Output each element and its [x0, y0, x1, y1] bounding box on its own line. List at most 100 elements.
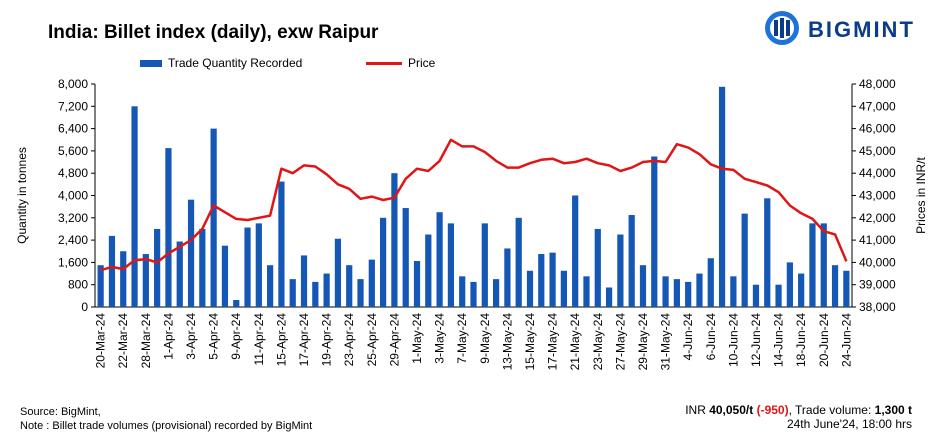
x-tick-label: 13-May-24	[500, 313, 514, 371]
x-tick-label: 20-Mar-24	[94, 313, 108, 369]
bar-quantity	[572, 195, 579, 307]
legend-swatch-line	[366, 61, 402, 65]
y-right-tick-label: 45,000	[859, 144, 896, 158]
bar-quantity	[470, 281, 477, 307]
bar-quantity	[368, 259, 375, 307]
bar-quantity	[154, 228, 161, 307]
x-tick-label: 5-Apr-24	[207, 313, 221, 360]
x-tick-label: 20-Jun-24	[817, 313, 831, 367]
bar-quantity	[504, 248, 511, 307]
bar-quantity	[142, 254, 149, 307]
x-tick-label: 11-Apr-24	[252, 313, 266, 366]
bar-quantity	[831, 265, 839, 307]
bar-quantity	[651, 156, 658, 307]
note-text: Note : Billet trade volumes (provisional…	[20, 420, 313, 432]
x-tick-label: 17-May-24	[546, 313, 560, 371]
legend-swatch-bar	[140, 59, 162, 67]
bar-quantity	[515, 217, 522, 307]
bar-quantity	[402, 208, 409, 307]
bar-quantity	[210, 128, 217, 307]
bar-quantity	[809, 223, 816, 307]
x-tick-label: 29-May-24	[636, 313, 650, 371]
bar-quantity	[481, 223, 488, 307]
x-tick-label: 18-Jun-24	[794, 313, 808, 367]
x-tick-label: 31-May-24	[659, 313, 673, 371]
bar-quantity	[199, 228, 206, 307]
x-tick-label: 14-Jun-24	[772, 313, 786, 367]
bar-quantity	[673, 279, 680, 307]
y-left-axis-title: Quantity in tonnes	[15, 147, 29, 244]
bigmint-logo: BIGMINT	[762, 8, 932, 48]
x-tick-label: 10-Jun-24	[726, 313, 740, 367]
bar-quantity	[380, 217, 387, 307]
bar-quantity	[730, 276, 737, 307]
bar-quantity	[628, 215, 635, 307]
bar-quantity	[605, 287, 613, 307]
y-left-tick-label: 5,600	[58, 144, 88, 158]
bar-quantity	[718, 86, 726, 307]
bar-quantity	[413, 261, 421, 307]
y-left-tick-label: 7,200	[58, 99, 88, 113]
x-tick-label: 15-May-24	[523, 313, 537, 371]
x-tick-label: 7-May-24	[455, 313, 469, 364]
bar-quantity	[741, 213, 748, 307]
y-right-tick-label: 39,000	[859, 278, 896, 292]
y-right-tick-label: 42,000	[859, 211, 896, 225]
bar-quantity	[312, 281, 319, 307]
timestamp: 24th June'24, 18:00 hrs	[786, 417, 912, 431]
bar-quantity	[233, 300, 240, 307]
x-tick-label: 29-Apr-24	[387, 313, 401, 367]
bar-quantity	[131, 106, 138, 307]
x-tick-label: 27-May-24	[613, 313, 627, 371]
y-left-tick-label: 4,000	[58, 189, 88, 203]
bar-quantity	[617, 234, 624, 307]
bigmint-logo-icon	[765, 11, 799, 45]
bar-quantity	[278, 181, 285, 307]
bar-quantity	[300, 255, 308, 307]
bar-quantity	[357, 279, 364, 307]
bar-quantity	[447, 223, 455, 307]
bar-quantity	[187, 199, 195, 307]
x-tick-label: 9-Apr-24	[229, 313, 243, 360]
x-tick-label: 12-Jun-24	[749, 313, 763, 367]
legend-label-price: Price	[408, 56, 436, 70]
y-right-tick-label: 38,000	[859, 300, 896, 314]
billet-chart: 0 800 1,600 2,400 3,200 4,000 4,800 5,600 6,400 7…	[15, 77, 928, 371]
bar-quantity	[549, 252, 556, 307]
legend-label-quantity: Trade Quantity Recorded	[168, 56, 303, 70]
bar-quantity	[492, 279, 500, 307]
bar-quantity	[176, 241, 183, 307]
bar-quantity	[97, 265, 104, 307]
y-right-axis-title: Prices in INR/t	[914, 156, 928, 233]
y-right-tick-label: 40,000	[859, 255, 896, 269]
source-text: Source: BigMint,	[20, 406, 101, 418]
y-right-tick-label: 44,000	[859, 166, 896, 180]
bar-quantity	[221, 245, 229, 307]
x-tick-label: 23-Apr-24	[342, 313, 356, 367]
logo-text: BIGMINT	[808, 17, 915, 42]
bar-quantity	[391, 173, 398, 307]
volume-prefix: , Trade volume:	[788, 403, 875, 417]
y-left-tick-label: 1,600	[58, 255, 88, 269]
x-tick-label: 28-Mar-24	[139, 313, 153, 369]
price-line	[100, 138, 848, 272]
bar-quantity	[843, 270, 850, 307]
bar-quantity	[685, 281, 692, 307]
x-tick-label: 9-May-24	[478, 313, 492, 364]
y-right-tick-label: 48,000	[859, 77, 896, 91]
legend-item-price: Price	[366, 56, 435, 70]
bar-quantity	[594, 228, 601, 307]
bar-quantity	[752, 284, 760, 307]
bar-quantity	[425, 234, 432, 307]
bar-quantity	[786, 262, 793, 307]
x-tick-label: 19-Apr-24	[320, 313, 334, 367]
bar-quantity	[764, 198, 771, 307]
bar-quantity	[165, 148, 172, 307]
bar-quantity	[289, 279, 296, 307]
bar-quantity	[244, 227, 251, 307]
bar-quantity	[526, 270, 534, 307]
y-left-tick-label: 4,800	[58, 166, 88, 180]
bar-quantity	[120, 251, 127, 307]
x-tick-label: 6-Jun-24	[704, 313, 718, 361]
summary-line: INR 40,050/t (-950), Trade volume: 1,300…	[685, 403, 912, 417]
